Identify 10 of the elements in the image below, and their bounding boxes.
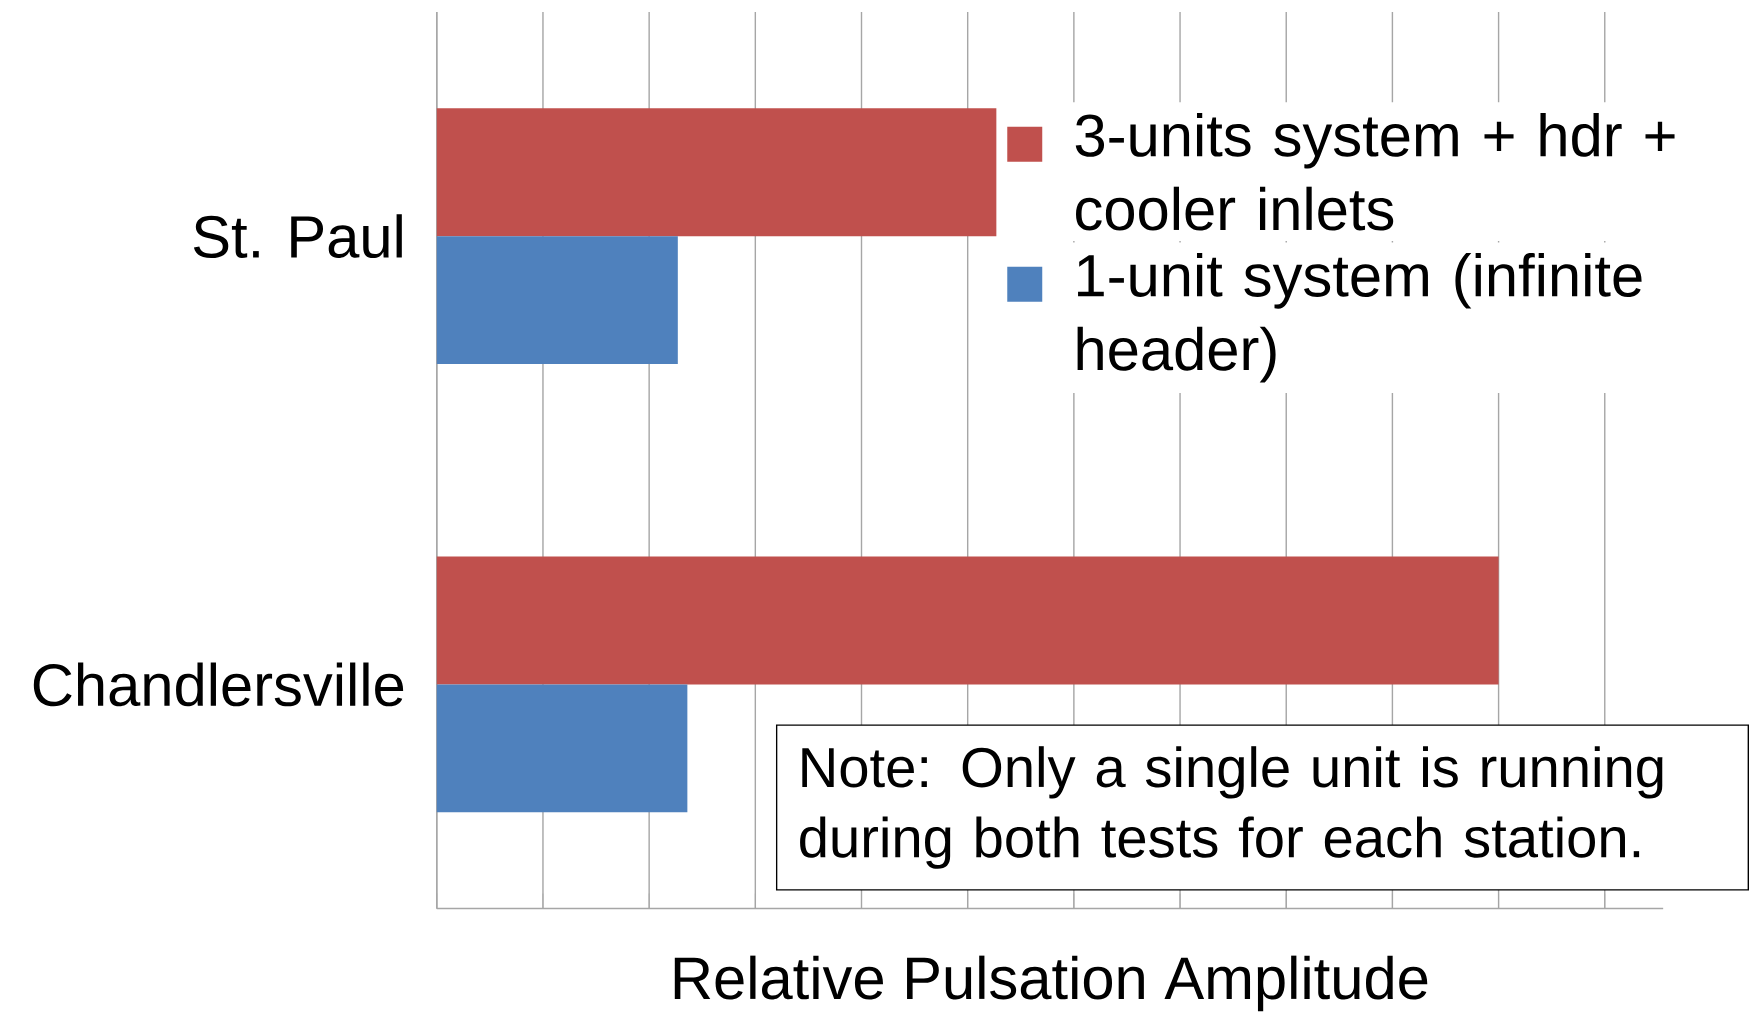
bar — [436, 556, 1499, 685]
bar — [436, 235, 678, 364]
legend-label: 3-units system + hdr + cooler inlets — [1075, 112, 1675, 231]
bar — [436, 684, 688, 813]
annotation: Note: Only a single unit is running during both tests for each station. — [800, 745, 1663, 869]
y-tick-label: St. Paul — [193, 214, 402, 258]
x-axis-title: Relative Pulsation Amplitude — [674, 955, 1428, 1012]
y-tick-label: Chandlersville — [33, 662, 404, 707]
legend-label: 1-unit system (infinite header) — [1077, 252, 1642, 383]
bar — [436, 107, 997, 236]
